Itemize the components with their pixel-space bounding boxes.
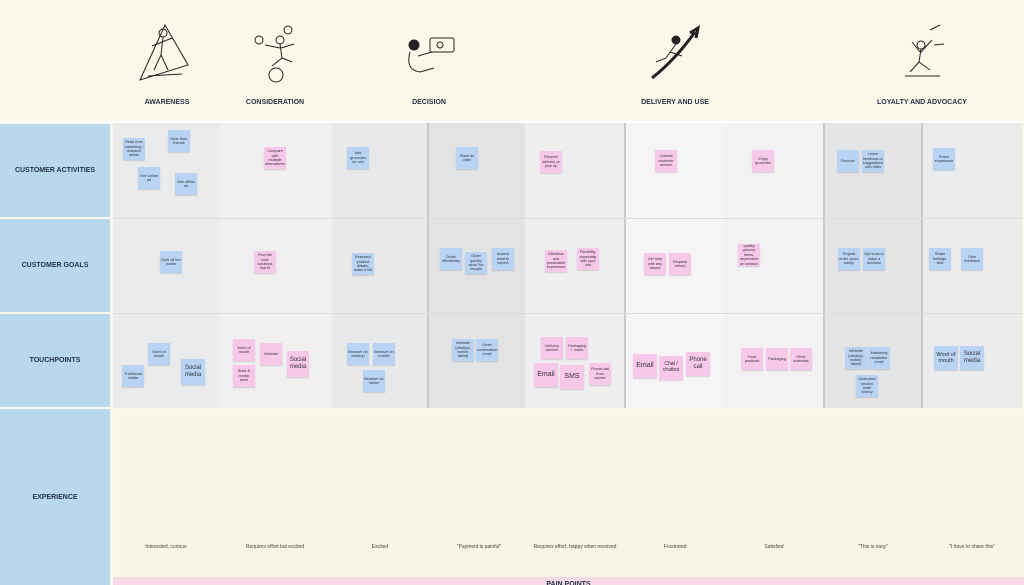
illustration-consideration	[254, 25, 295, 83]
sticky-note: Effortless and predictable experience	[545, 250, 567, 272]
stage-divider	[624, 123, 626, 408]
sticky-note: Social media	[287, 351, 309, 377]
stage-label: LOYALTY AND ADVOCACY	[877, 99, 967, 106]
stage-divider	[921, 123, 923, 408]
sticky-note: Compare with multiple alternatives	[264, 147, 286, 169]
sticky-note: Receive delivery or pick up	[540, 151, 562, 173]
sticky-note: Access what to expect	[492, 248, 514, 270]
sticky-note: Order confirmation email	[476, 339, 498, 361]
sticky-note: Traditional media	[122, 365, 144, 387]
sticky-note: Get help with any issues	[644, 253, 666, 275]
sticky-note: Word of mouth	[148, 343, 170, 365]
sticky-note: Website (desktop, mobile, tablet)	[452, 339, 474, 361]
illustration-decision	[408, 37, 455, 73]
stage-label: DECISION	[412, 99, 446, 106]
sticky-note: Phone call from courier	[589, 363, 611, 385]
experience-caption: Interested, curious	[145, 544, 187, 550]
experience-bg	[113, 409, 1024, 577]
pain-points-label: PAIN POINTS	[546, 581, 591, 585]
sticky-note: Find the best solutions that fit	[254, 251, 276, 273]
sticky-note: Social media	[960, 346, 984, 370]
sticky-note: Brick & mortar store	[233, 365, 255, 387]
sticky-note: Browser on desktop	[347, 343, 369, 365]
stage-label: CONSIDERATION	[245, 99, 305, 106]
sticky-note: Social media	[181, 359, 205, 385]
sticky-note: Delivery service	[541, 337, 563, 359]
sticky-note: Good-quality grocery items, dependent on…	[738, 244, 760, 266]
sticky-note: Order effortlessly	[440, 248, 462, 270]
sticky-note: Share experience	[933, 148, 955, 170]
illustration-loyalty	[905, 24, 945, 77]
sticky-note: Marketing newsletter email	[868, 347, 890, 369]
illustrations	[139, 23, 945, 83]
sticky-note: Hear from friends	[168, 130, 190, 152]
sticky-note: Reorder	[837, 150, 859, 172]
sticky-note: Note all the points	[160, 251, 182, 273]
sticky-note: Request refund	[669, 253, 691, 275]
sticky-note: Read from marketing / research article	[123, 138, 145, 160]
sticky-note: See online ad	[138, 167, 160, 189]
experience-caption: Excited	[371, 544, 389, 550]
sticky-note: Enjoy groceries	[752, 150, 774, 172]
sticky-note: Phone call	[686, 352, 710, 376]
sticky-note: Flexibility, especially with your cart	[577, 248, 599, 270]
sticky-note: Order quickly, what I've bought	[465, 252, 487, 274]
sticky-note: Give feedback	[961, 248, 983, 270]
row-label: CUSTOMER GOALS	[0, 219, 110, 312]
experience-caption: Requires effort, happy when received	[533, 544, 617, 550]
stage-label: DELIVERY AND USE	[641, 99, 709, 106]
sticky-note: Website (desktop, mobile, tablet)	[845, 347, 867, 369]
row-divider	[113, 218, 1022, 219]
sticky-note: Other materials	[790, 348, 812, 370]
row-label: EXPERIENCE	[0, 409, 110, 585]
pain-points-bar	[113, 577, 1024, 585]
sticky-note: Website	[260, 343, 282, 365]
row-label: CUSTOMER ACTIVITIES	[0, 124, 110, 217]
illustration-awareness	[139, 23, 189, 81]
sticky-note: Contact customer service	[655, 150, 677, 172]
sticky-note: Browser on mobile	[373, 343, 395, 365]
sticky-note: Place an order	[456, 147, 478, 169]
sticky-note: Dedicated section order history	[856, 375, 878, 397]
stage-divider	[823, 123, 825, 408]
sticky-note: Word of mouth	[934, 346, 958, 370]
experience-caption: "I have to share this"	[949, 544, 995, 550]
sticky-note: Leave feedback or suggestions with visit…	[862, 150, 884, 172]
experience-caption: Satisfied	[764, 544, 784, 550]
row-label: TOUCHPOINTS	[0, 314, 110, 407]
sticky-note: Email	[534, 363, 558, 387]
header-divider	[0, 121, 1024, 123]
sticky-note: Packaging	[766, 348, 788, 370]
sticky-note: Repeat order, more easily	[838, 248, 860, 270]
sticky-note: Share feelings, vibe	[929, 248, 951, 270]
sticky-note: Email	[633, 354, 657, 378]
stage-label: AWARENESS	[144, 99, 190, 106]
stage-divider	[427, 123, 429, 408]
experience-caption: Frustrated	[663, 544, 687, 550]
sticky-note: Research product details, make a list	[352, 253, 374, 275]
row-divider	[113, 313, 1022, 314]
sticky-note: See offline ad	[175, 173, 197, 195]
sticky-note: SMS	[560, 365, 584, 389]
sticky-note: Word of mouth	[233, 339, 255, 361]
sticky-note: Food products	[741, 348, 763, 370]
illustration-delivery	[651, 24, 701, 80]
experience-caption: "Payment is painful"	[456, 544, 502, 550]
experience-caption: "This is easy"	[858, 544, 888, 550]
sticky-note: Add groceries on cart	[347, 147, 369, 169]
sticky-note: Opt tools to make a decision	[863, 248, 885, 270]
sticky-note: Packaging + notes	[566, 337, 588, 359]
sticky-note: Chat / chatbot	[659, 356, 683, 380]
experience-caption: Requires effort but excited	[245, 544, 305, 550]
sticky-note: Browser on tablet	[363, 370, 385, 392]
